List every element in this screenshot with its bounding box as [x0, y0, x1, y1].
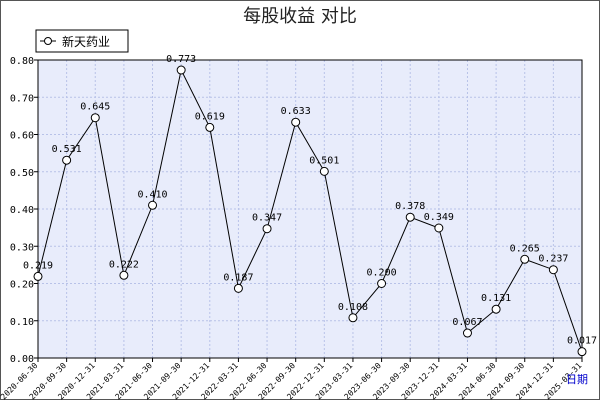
- data-point: [291, 117, 301, 127]
- data-point: [462, 328, 472, 338]
- data-point: [434, 223, 444, 233]
- chart-title: 每股收益 对比: [243, 6, 357, 27]
- data-label: 0.773: [166, 54, 196, 65]
- y-tick-label: 0.50: [10, 168, 34, 179]
- data-label: 0.633: [281, 106, 311, 117]
- series-line: [37, 68, 583, 352]
- data-point: [148, 200, 158, 210]
- legend-label: 新天药业: [62, 34, 110, 49]
- data-label: 0.645: [80, 102, 110, 113]
- data-label: 0.619: [195, 111, 225, 122]
- data-point: [548, 265, 558, 275]
- data-label: 0.501: [309, 155, 339, 166]
- data-label: 0.067: [452, 317, 482, 328]
- data-label: 0.222: [109, 259, 139, 270]
- data-label: 0.108: [338, 302, 368, 313]
- plot-border: [37, 59, 583, 359]
- y-tick-label: 0.30: [10, 242, 34, 253]
- data-label: 0.237: [538, 254, 568, 265]
- x-axis-label: 日期: [566, 373, 588, 386]
- data-label: 0.347: [252, 213, 282, 224]
- data-label: 0.349: [424, 212, 454, 223]
- y-tick-label: 0.60: [10, 131, 34, 142]
- y-tick-label: 0.80: [10, 56, 34, 67]
- data-label: 0.265: [510, 243, 540, 254]
- data-label: 0.378: [395, 201, 425, 212]
- data-point: [405, 212, 415, 222]
- data-point: [520, 254, 530, 264]
- y-tick-label: 0.10: [10, 317, 34, 328]
- y-tick-label: 0.40: [10, 205, 34, 216]
- y-tick-label: 0.70: [10, 93, 34, 104]
- data-point: [377, 279, 387, 288]
- data-label: 0.131: [481, 293, 511, 304]
- y-tick-label: 0.20: [10, 280, 34, 291]
- data-point: [62, 155, 72, 165]
- data-point: [33, 271, 43, 281]
- data-label: 0.219: [23, 260, 53, 271]
- data-point: [90, 113, 100, 123]
- data-point: [491, 304, 501, 314]
- data-point: [233, 283, 243, 293]
- data-label: 0.200: [367, 268, 397, 279]
- data-point: [205, 122, 215, 132]
- data-point: [319, 166, 329, 176]
- data-label: 0.017: [567, 336, 597, 347]
- data-point: [348, 313, 358, 323]
- data-label: 0.187: [223, 272, 253, 283]
- legend-box: [35, 29, 129, 53]
- data-point: [119, 270, 129, 280]
- data-label: 0.410: [137, 189, 167, 200]
- data-point: [577, 347, 587, 357]
- y-tick-label: 0.00: [10, 354, 34, 365]
- data-point: [176, 65, 186, 75]
- data-point: [262, 224, 272, 234]
- data-label: 0.531: [52, 144, 82, 155]
- legend-marker: [44, 37, 52, 45]
